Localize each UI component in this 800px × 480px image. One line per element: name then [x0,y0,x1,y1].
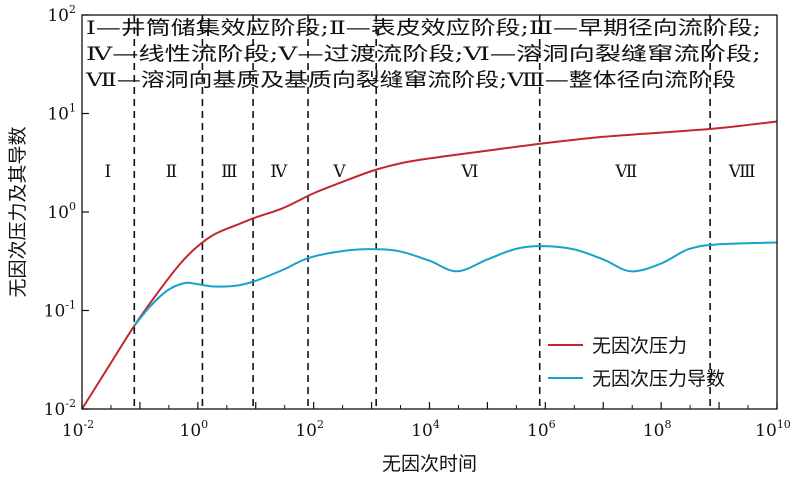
stage-label: Ⅵ [460,162,478,182]
y-tick-label: 10-1 [44,299,76,322]
stage-label: Ⅲ [221,162,237,182]
stage-label: Ⅷ [728,162,756,182]
x-tick-label: 106 [527,418,556,441]
series-line-pressure [81,120,778,410]
x-tick-label: 10-2 [62,418,94,441]
stage-note-line: Ⅰ—井筒储集效应阶段;Ⅱ—表皮效应阶段;Ⅲ—早期径向流阶段; [86,17,761,39]
stage-label: Ⅶ [614,162,637,182]
y-axis-label: 无因次压力及其导数 [7,126,29,297]
stage-note-line: Ⅶ—溶洞向基质及基质向裂缝窜流阶段;Ⅷ—整体径向流阶段 [85,69,736,91]
x-tick-label: 104 [411,418,440,441]
x-tick-label: 102 [295,418,324,441]
y-tick-label: 100 [47,200,76,223]
stage-labels: Ⅰ Ⅱ Ⅲ Ⅳ Ⅴ Ⅵ Ⅶ Ⅷ [105,162,756,182]
x-tick-labels: 10-2 100 102 104 106 108 1010 [62,418,791,441]
y-tick-label: 102 [47,3,76,26]
series-line-derivative [133,241,778,327]
legend-label: 无因次压力 [592,335,687,357]
y-tick-label: 101 [47,102,76,125]
stage-label: Ⅱ [166,162,178,182]
stage-label: Ⅴ [332,162,346,182]
y-tick-labels: 10-2 10-1 100 101 102 [44,3,76,420]
axis-ticks [81,14,778,410]
stage-label: Ⅰ [105,162,112,182]
x-tick-label: 100 [180,418,209,441]
stage-notes: Ⅰ—井筒储集效应阶段;Ⅱ—表皮效应阶段;Ⅲ—早期径向流阶段; Ⅳ—线性流阶段;Ⅴ—… [85,17,761,91]
x-tick-label: 1010 [755,418,791,441]
y-tick-label: 10-2 [44,397,76,420]
stage-label: Ⅳ [270,162,288,182]
x-tick-label: 108 [643,418,672,441]
legend-label: 无因次压力导数 [592,368,725,390]
stage-note-line: Ⅳ—线性流阶段;Ⅴ—过渡流阶段;Ⅵ—溶洞向裂缝窜流阶段; [86,43,761,65]
series-lines [81,120,778,410]
stage-boundary-lines [133,15,711,409]
x-axis-label: 无因次时间 [382,453,477,475]
